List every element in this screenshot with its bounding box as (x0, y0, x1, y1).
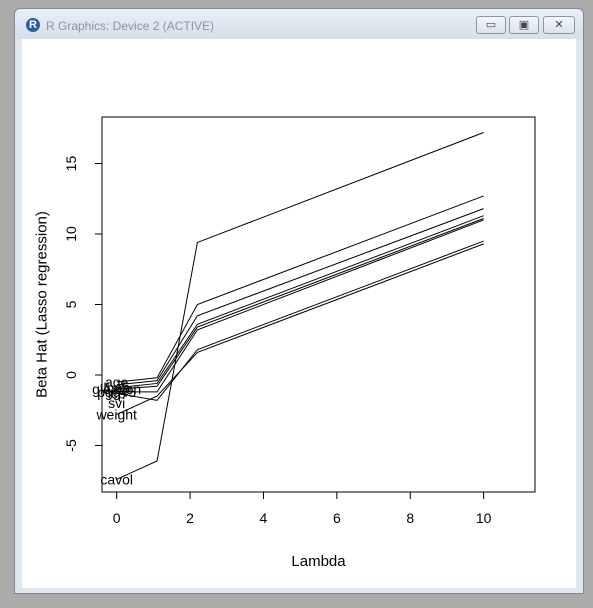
graphics-window: R R Graphics: Device 2 (ACTIVE) ▭ ▣ ✕ 0 2… (14, 8, 584, 594)
plot-area: 0 2 4 6 8 10 -5 0 5 10 15 cavol weight svi gleason lb… (22, 39, 576, 588)
coefficient-path-3 (116, 208, 484, 386)
series-label-cavol: cavol (100, 471, 133, 487)
y-tick-label: -5 (63, 439, 79, 452)
y-tick-label: 0 (63, 371, 79, 379)
y-tick-label: 5 (63, 300, 79, 308)
x-tick-label: 4 (260, 510, 268, 526)
x-tick-label: 8 (406, 510, 414, 526)
coefficient-path-4 (116, 215, 484, 389)
series-label-weight: weight (95, 406, 137, 422)
y-tick-label: 10 (63, 226, 79, 242)
plot-frame (101, 116, 536, 493)
series-label-lbph: lbph (103, 380, 129, 396)
title-bar[interactable]: R R Graphics: Device 2 (ACTIVE) ▭ ▣ ✕ (15, 9, 583, 39)
x-tick-label: 2 (186, 510, 194, 526)
coefficient-path-1 (116, 132, 484, 480)
maximize-button[interactable]: ▣ (509, 16, 539, 34)
coefficient-path-8 (116, 240, 484, 401)
coefficient-path-7 (116, 243, 484, 415)
minimize-button[interactable]: ▭ (476, 16, 506, 34)
coefficient-path-5 (116, 218, 484, 390)
series-label-lcp: lcp (108, 385, 126, 401)
x-tick-label: 6 (333, 510, 341, 526)
coefficient-path-2 (116, 195, 484, 383)
x-tick-label: 10 (476, 510, 492, 526)
r-app-icon: R (26, 18, 40, 32)
series-label-age: age (105, 374, 129, 390)
x-tick-label: 0 (113, 510, 121, 526)
series-label-gleason: gleason (92, 381, 141, 397)
y-axis-label: Beta Hat (Lasso regression) (34, 211, 51, 398)
lasso-coefficient-plot: 0 2 4 6 8 10 -5 0 5 10 15 cavol weightsvigleasonlb… (34, 116, 536, 570)
series-label-pgg45: pgg45 (97, 384, 136, 400)
coefficient-path-6 (116, 219, 484, 393)
y-tick-label: 15 (63, 156, 79, 172)
x-axis-label: Lambda (291, 553, 346, 570)
series-label-svi: svi (108, 395, 125, 411)
close-button[interactable]: ✕ (543, 16, 575, 34)
window-title: R Graphics: Device 2 (ACTIVE) (46, 19, 215, 33)
